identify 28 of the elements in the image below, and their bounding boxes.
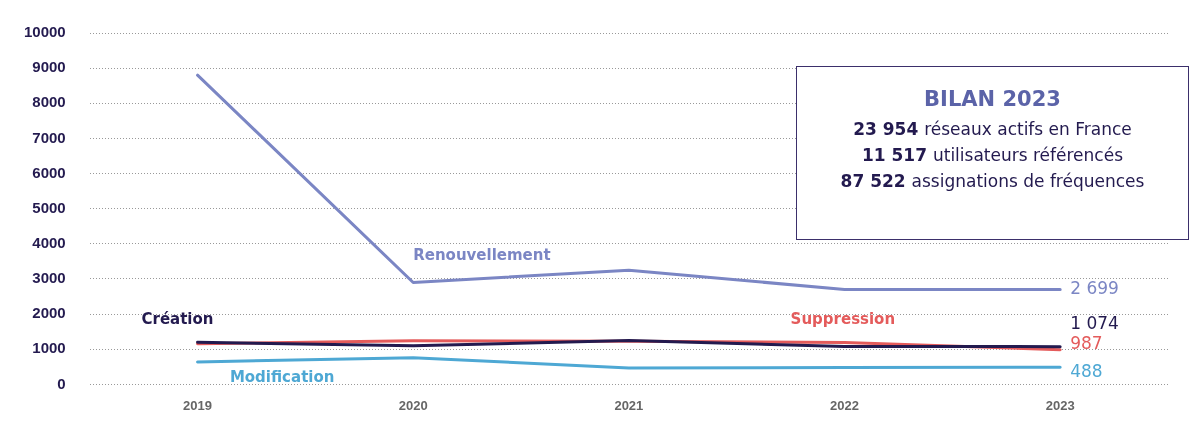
data-label: 1 074 <box>1070 313 1119 334</box>
y-tick-label: 2000 <box>32 304 66 322</box>
x-tick-label: 2022 <box>830 397 859 413</box>
x-tick-label: 2019 <box>183 397 212 413</box>
annotation: 87 522 assignations de fréquences <box>839 171 1146 191</box>
annotation: 23 954 réseaux actifs en France <box>852 119 1133 139</box>
y-tick-label: 3000 <box>32 269 66 287</box>
y-tick-label: 7000 <box>32 128 66 146</box>
annotation: 11 517 utilisateurs référencés <box>860 145 1125 165</box>
y-tick-label: 9000 <box>32 58 66 76</box>
y-tick-label: 1000 <box>32 339 66 357</box>
x-tick-label: 2020 <box>398 397 428 413</box>
x-tick-label: 2021 <box>614 397 644 413</box>
y-tick-label: 0 <box>57 374 66 392</box>
annotation: BILAN 2023 <box>923 87 1062 111</box>
x-tick-label: 2023 <box>1045 397 1075 413</box>
series-label: Modification <box>229 367 335 386</box>
y-tick-label: 4000 <box>32 233 66 251</box>
series-label: Suppression <box>790 310 896 329</box>
data-label: 987 <box>1070 333 1103 354</box>
y-tick-label: 10000 <box>23 23 66 41</box>
series-label: Renouvellement <box>413 246 551 265</box>
y-tick-label: 8000 <box>32 93 66 111</box>
data-label: 2 699 <box>1070 277 1119 298</box>
series-label: Création <box>141 310 214 329</box>
data-label: 488 <box>1070 360 1103 381</box>
y-tick-label: 6000 <box>32 163 66 181</box>
y-tick-label: 5000 <box>32 198 66 216</box>
